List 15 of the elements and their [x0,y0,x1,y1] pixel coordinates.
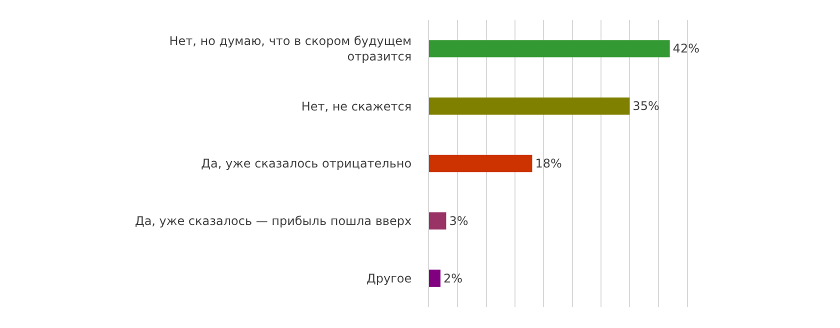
y-tick-label: Да, уже сказалось отрицательно [201,156,412,171]
data-label: 35% [632,99,660,114]
data-label: 42% [672,42,700,56]
y-tick-label: Другое [366,272,412,286]
y-tick-label: Да, уже сказалось — прибыль пошла вверх [134,214,412,228]
data-label: 3% [449,214,468,228]
bar [429,270,440,287]
bar [429,212,446,230]
y-tick-label: Нет, но думаю, что в скором будущем отразится [169,34,412,64]
y-tick-label: Нет, не скажется [301,99,412,114]
bar [429,97,630,115]
bar [429,40,670,58]
data-label: 18% [535,156,562,170]
bar [429,154,532,172]
data-label: 2% [443,271,463,286]
